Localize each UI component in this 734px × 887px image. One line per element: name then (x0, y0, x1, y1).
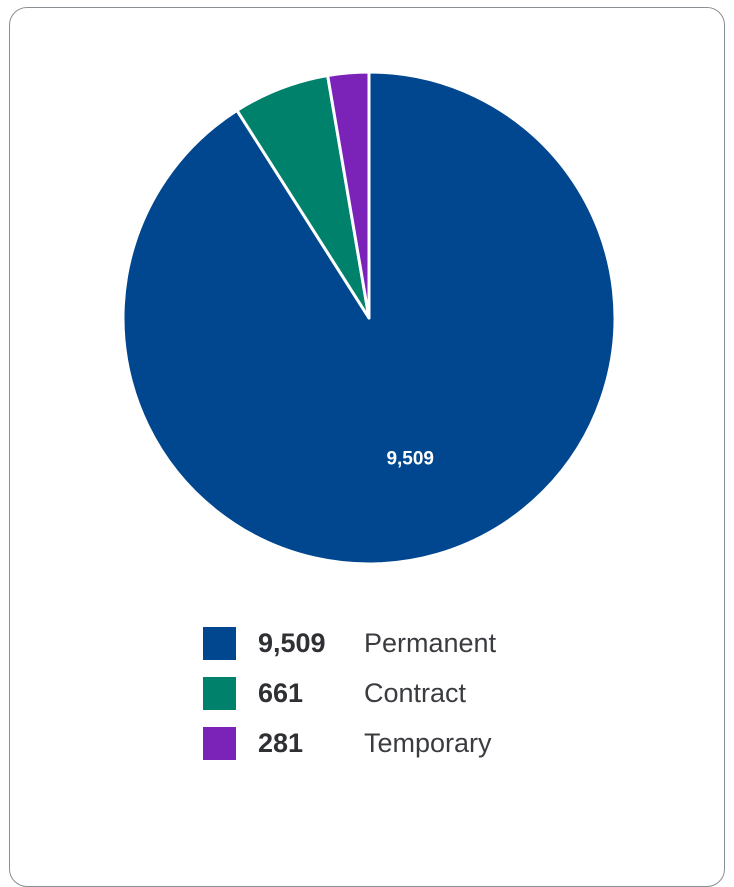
legend: 9,509 Permanent 661 Contract 281 Tempora… (203, 618, 496, 768)
legend-label-contract: Contract (364, 677, 467, 708)
legend-value-permanent: 9,509 (258, 627, 326, 658)
pie-chart: 9,509 (121, 70, 617, 566)
pie-slice-temporary (326, 70, 371, 320)
legend-swatch-contract (203, 676, 236, 710)
legend-value-contract: 661 (258, 677, 304, 708)
legend-item-temporary: 281 Temporary (203, 718, 496, 768)
legend-label-permanent: Permanent (364, 627, 497, 658)
legend-item-permanent: 9,509 Permanent (203, 618, 496, 668)
legend-label-temporary: Temporary (364, 727, 492, 758)
legend-item-contract: 661 Contract (203, 668, 496, 718)
legend-swatch-permanent (203, 626, 236, 660)
legend-value-temporary: 281 (258, 727, 304, 758)
data-label-permanent: 9,509 (386, 449, 434, 470)
legend-swatch-temporary (203, 726, 236, 760)
